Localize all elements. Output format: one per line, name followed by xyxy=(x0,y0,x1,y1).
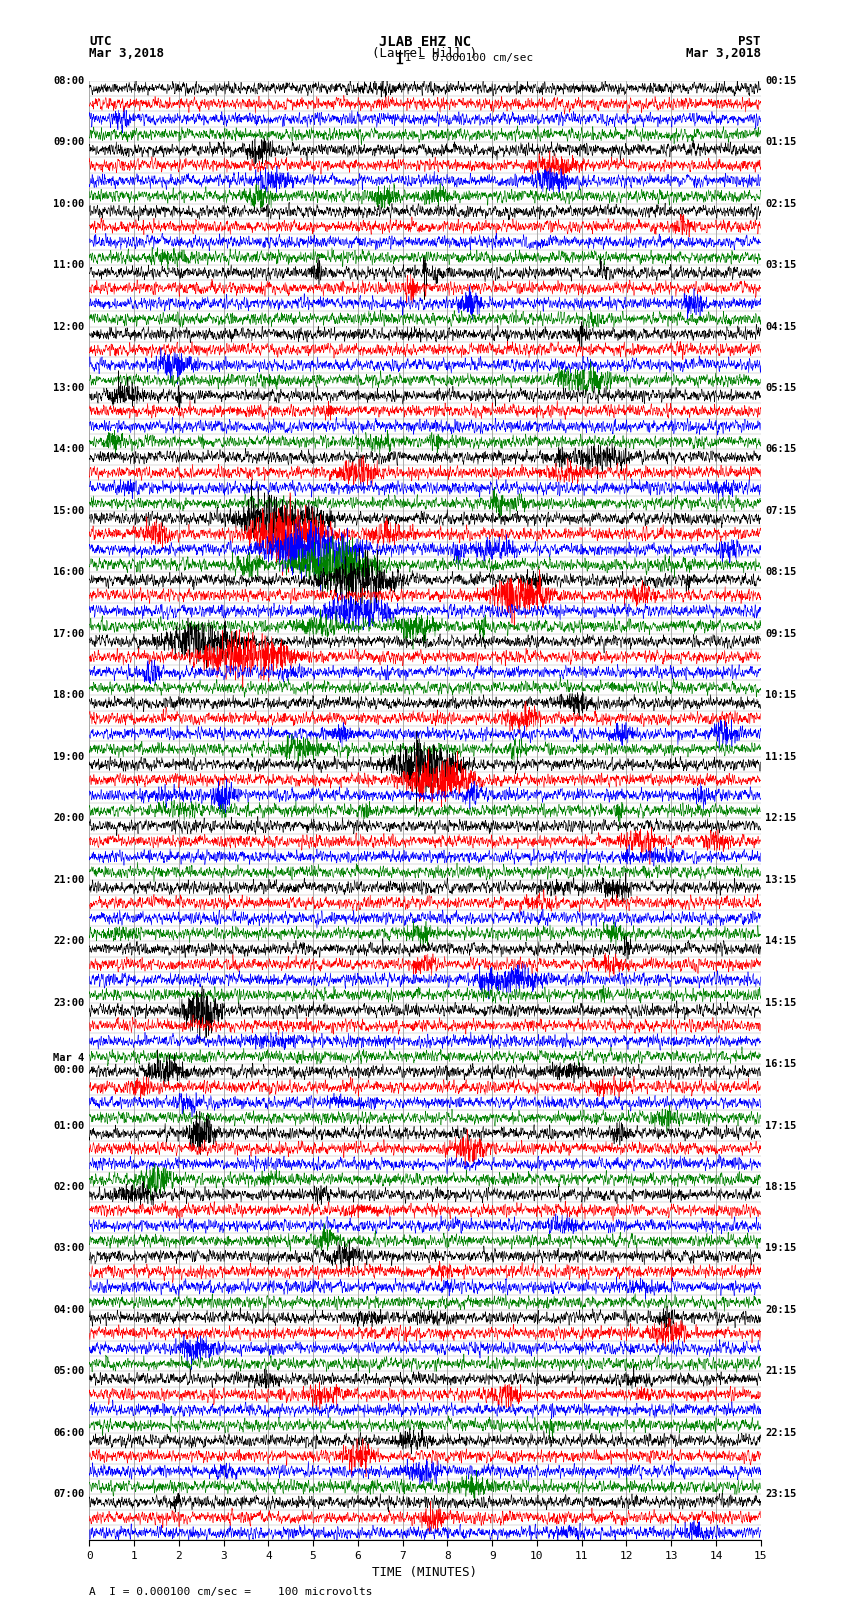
Text: 10:00: 10:00 xyxy=(54,198,84,208)
Text: 21:15: 21:15 xyxy=(766,1366,796,1376)
Text: 19:15: 19:15 xyxy=(766,1244,796,1253)
Text: 12:00: 12:00 xyxy=(54,321,84,332)
Text: 17:00: 17:00 xyxy=(54,629,84,639)
Text: 06:00: 06:00 xyxy=(54,1428,84,1437)
Text: Mar 3,2018: Mar 3,2018 xyxy=(89,47,164,60)
Text: 04:15: 04:15 xyxy=(766,321,796,332)
Text: 20:00: 20:00 xyxy=(54,813,84,823)
Text: 07:00: 07:00 xyxy=(54,1489,84,1500)
Text: (Laurel Hill ): (Laurel Hill ) xyxy=(372,47,478,60)
Text: 07:15: 07:15 xyxy=(766,506,796,516)
Text: 08:15: 08:15 xyxy=(766,568,796,577)
Text: Mar 4
00:00: Mar 4 00:00 xyxy=(54,1053,84,1074)
Text: 21:00: 21:00 xyxy=(54,874,84,884)
Text: 11:00: 11:00 xyxy=(54,260,84,269)
Text: 23:15: 23:15 xyxy=(766,1489,796,1500)
Text: 02:15: 02:15 xyxy=(766,198,796,208)
Text: 20:15: 20:15 xyxy=(766,1305,796,1315)
Text: 13:00: 13:00 xyxy=(54,382,84,394)
Text: 04:00: 04:00 xyxy=(54,1305,84,1315)
Text: UTC: UTC xyxy=(89,35,111,48)
Text: PST: PST xyxy=(739,35,761,48)
Text: 12:15: 12:15 xyxy=(766,813,796,823)
Text: 09:00: 09:00 xyxy=(54,137,84,147)
Text: 23:00: 23:00 xyxy=(54,997,84,1008)
Text: 09:15: 09:15 xyxy=(766,629,796,639)
Text: 15:15: 15:15 xyxy=(766,997,796,1008)
Text: 03:15: 03:15 xyxy=(766,260,796,269)
Text: JLAB EHZ NC: JLAB EHZ NC xyxy=(379,35,471,50)
Text: 01:00: 01:00 xyxy=(54,1121,84,1131)
Text: 05:15: 05:15 xyxy=(766,382,796,394)
Text: 05:00: 05:00 xyxy=(54,1366,84,1376)
Text: I = 0.000100 cm/sec: I = 0.000100 cm/sec xyxy=(405,53,534,63)
Text: 06:15: 06:15 xyxy=(766,445,796,455)
Text: 17:15: 17:15 xyxy=(766,1121,796,1131)
Text: Mar 3,2018: Mar 3,2018 xyxy=(686,47,761,60)
Text: 08:00: 08:00 xyxy=(54,76,84,85)
Text: 16:15: 16:15 xyxy=(766,1060,796,1069)
Text: 01:15: 01:15 xyxy=(766,137,796,147)
Text: 03:00: 03:00 xyxy=(54,1244,84,1253)
Text: 19:00: 19:00 xyxy=(54,752,84,761)
Text: 16:00: 16:00 xyxy=(54,568,84,577)
Text: 22:15: 22:15 xyxy=(766,1428,796,1437)
X-axis label: TIME (MINUTES): TIME (MINUTES) xyxy=(372,1566,478,1579)
Text: 00:15: 00:15 xyxy=(766,76,796,85)
Text: 11:15: 11:15 xyxy=(766,752,796,761)
Text: A  I = 0.000100 cm/sec =    100 microvolts: A I = 0.000100 cm/sec = 100 microvolts xyxy=(89,1587,373,1597)
Text: 10:15: 10:15 xyxy=(766,690,796,700)
Text: 14:00: 14:00 xyxy=(54,445,84,455)
Text: 13:15: 13:15 xyxy=(766,874,796,884)
Text: 02:00: 02:00 xyxy=(54,1182,84,1192)
Text: 22:00: 22:00 xyxy=(54,936,84,947)
Text: 18:00: 18:00 xyxy=(54,690,84,700)
Text: 18:15: 18:15 xyxy=(766,1182,796,1192)
Text: 15:00: 15:00 xyxy=(54,506,84,516)
Text: 14:15: 14:15 xyxy=(766,936,796,947)
